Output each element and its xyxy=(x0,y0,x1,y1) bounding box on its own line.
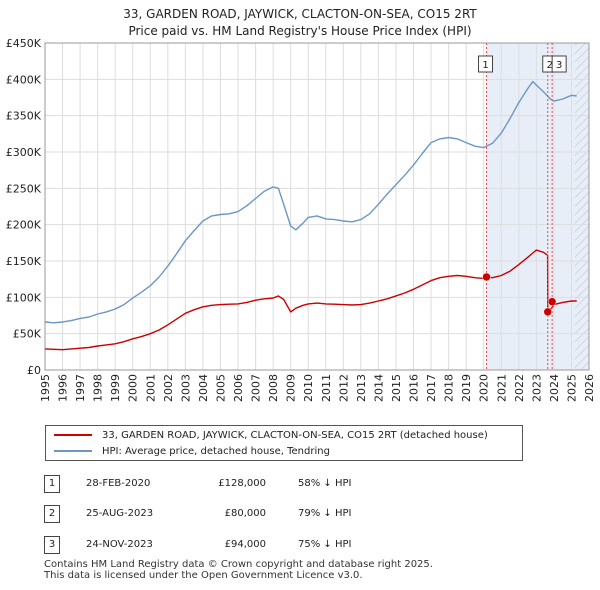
x-tick-label: 2003 xyxy=(179,374,192,402)
sale-marker-label: 1 xyxy=(482,60,488,71)
x-tick-label: 2012 xyxy=(337,374,350,402)
x-tick-label: 1999 xyxy=(109,374,122,402)
x-tick-label: 2017 xyxy=(425,374,438,402)
sale-hpi-diff: 75% ↓ HPI xyxy=(298,539,352,550)
y-tick-label: £450K xyxy=(6,37,42,50)
x-tick-label: 2021 xyxy=(495,374,508,402)
x-tick-label: 1998 xyxy=(92,374,105,402)
x-tick-label: 2006 xyxy=(232,374,245,402)
sale-date: 28-FEB-2020 xyxy=(86,478,151,489)
footer-copyright: Contains HM Land Registry data © Crown c… xyxy=(44,559,433,570)
footer-license: This data is licensed under the Open Gov… xyxy=(44,570,363,581)
sale-point xyxy=(543,307,553,317)
sale-number-badge: 1 xyxy=(44,475,60,493)
x-tick-label: 2004 xyxy=(197,374,210,402)
x-tick-label: 2022 xyxy=(513,374,526,402)
y-tick-label: £150K xyxy=(6,255,42,268)
legend-label-hpi: HPI: Average price, detached house, Tend… xyxy=(102,446,330,457)
x-tick-label: 2001 xyxy=(144,374,157,402)
x-tick-label: 2008 xyxy=(267,374,280,402)
sale-date: 24-NOV-2023 xyxy=(86,539,153,550)
x-tick-label: 2020 xyxy=(478,374,491,402)
x-tick-label: 2024 xyxy=(548,374,561,402)
legend-item-property: 33, GARDEN ROAD, JAYWICK, CLACTON-ON-SEA… xyxy=(54,428,488,444)
legend-swatch-property xyxy=(54,434,92,436)
series-lines xyxy=(44,80,577,351)
x-tick-label: 2018 xyxy=(443,374,456,402)
gridlines xyxy=(44,42,590,371)
x-tick-label: 2016 xyxy=(408,374,421,402)
x-tick-label: 2010 xyxy=(302,374,315,402)
footer: Contains HM Land Registry data © Crown c… xyxy=(44,559,433,581)
sale-date: 25-AUG-2023 xyxy=(86,508,154,519)
post-sale-shading xyxy=(486,43,589,370)
title-address: 33, GARDEN ROAD, JAYWICK, CLACTON-ON-SEA… xyxy=(123,7,477,21)
x-tick-label: 1997 xyxy=(74,374,87,402)
x-tick-label: 2014 xyxy=(372,374,385,402)
sale-marker-label: 3 xyxy=(556,60,562,71)
legend-label-property: 33, GARDEN ROAD, JAYWICK, CLACTON-ON-SEA… xyxy=(102,430,488,441)
sale-marker-label: 2 xyxy=(547,60,553,71)
y-tick-label: £350K xyxy=(6,110,42,123)
sale-price: £128,000 xyxy=(218,478,266,489)
y-tick-label: £300K xyxy=(6,146,42,159)
x-tick-label: 2015 xyxy=(390,374,403,402)
chart-title: 33, GARDEN ROAD, JAYWICK, CLACTON-ON-SEA… xyxy=(0,6,600,40)
sale-marker-box xyxy=(478,55,494,73)
y-axis: £0 £50K £100K £150K £200K £250K £300K £350K £400… xyxy=(6,37,42,377)
x-tick-label: 2025 xyxy=(565,374,578,402)
sale-hpi-diff: 79% ↓ HPI xyxy=(298,508,352,519)
sale-point xyxy=(482,272,491,282)
x-tick-label: 1995 xyxy=(39,374,52,402)
property-price-line xyxy=(44,249,577,351)
plot-border xyxy=(44,42,590,371)
x-tick-label: 2026 xyxy=(583,374,596,402)
x-tick-label: 2023 xyxy=(530,374,543,402)
legend: 33, GARDEN ROAD, JAYWICK, CLACTON-ON-SEA… xyxy=(45,425,523,461)
y-tick-label: £250K xyxy=(6,182,42,195)
x-axis: 1995 1996 1997 1998 1999 2000 2001 2002 2003 2004… xyxy=(39,374,596,402)
sale-price: £80,000 xyxy=(224,508,266,519)
hpi-line xyxy=(44,80,577,324)
sale-marker-box xyxy=(551,55,567,73)
x-tick-label: 2000 xyxy=(127,374,140,402)
x-tick-label: 2013 xyxy=(355,374,368,402)
sale-row: 2 25-AUG-2023 £80,000 79% ↓ HPI xyxy=(44,504,464,524)
price-chart: £0 £50K £100K £150K £200K £250K £300K £350K £400… xyxy=(6,37,596,402)
forecast-hatching xyxy=(574,43,589,370)
sale-hpi-diff: 58% ↓ HPI xyxy=(298,478,352,489)
x-tick-label: 2007 xyxy=(250,374,263,402)
sale-row: 1 28-FEB-2020 £128,000 58% ↓ HPI xyxy=(44,474,464,494)
x-tick-label: 2009 xyxy=(285,374,298,402)
x-tick-label: 2002 xyxy=(162,374,175,402)
sale-row: 3 24-NOV-2023 £94,000 75% ↓ HPI xyxy=(44,535,464,555)
x-tick-label: 2019 xyxy=(460,374,473,402)
title-subtitle: Price paid vs. HM Land Registry's House … xyxy=(128,24,472,38)
y-tick-label: £50K xyxy=(13,328,42,341)
legend-item-hpi: HPI: Average price, detached house, Tend… xyxy=(54,444,330,460)
y-tick-label: £200K xyxy=(6,219,42,232)
y-tick-label: £0 xyxy=(27,364,41,377)
sale-point xyxy=(547,297,557,306)
legend-swatch-hpi xyxy=(54,450,92,452)
plot-background xyxy=(45,43,589,370)
y-tick-label: £400K xyxy=(6,73,42,86)
sale-price: £94,000 xyxy=(224,539,266,550)
sale-number-badge: 2 xyxy=(44,505,60,523)
x-tick-label: 2005 xyxy=(214,374,227,402)
x-tick-label: 2011 xyxy=(320,374,333,402)
x-tick-label: 1996 xyxy=(57,374,70,402)
y-tick-label: £100K xyxy=(6,291,42,304)
sale-number-badge: 3 xyxy=(44,536,60,554)
